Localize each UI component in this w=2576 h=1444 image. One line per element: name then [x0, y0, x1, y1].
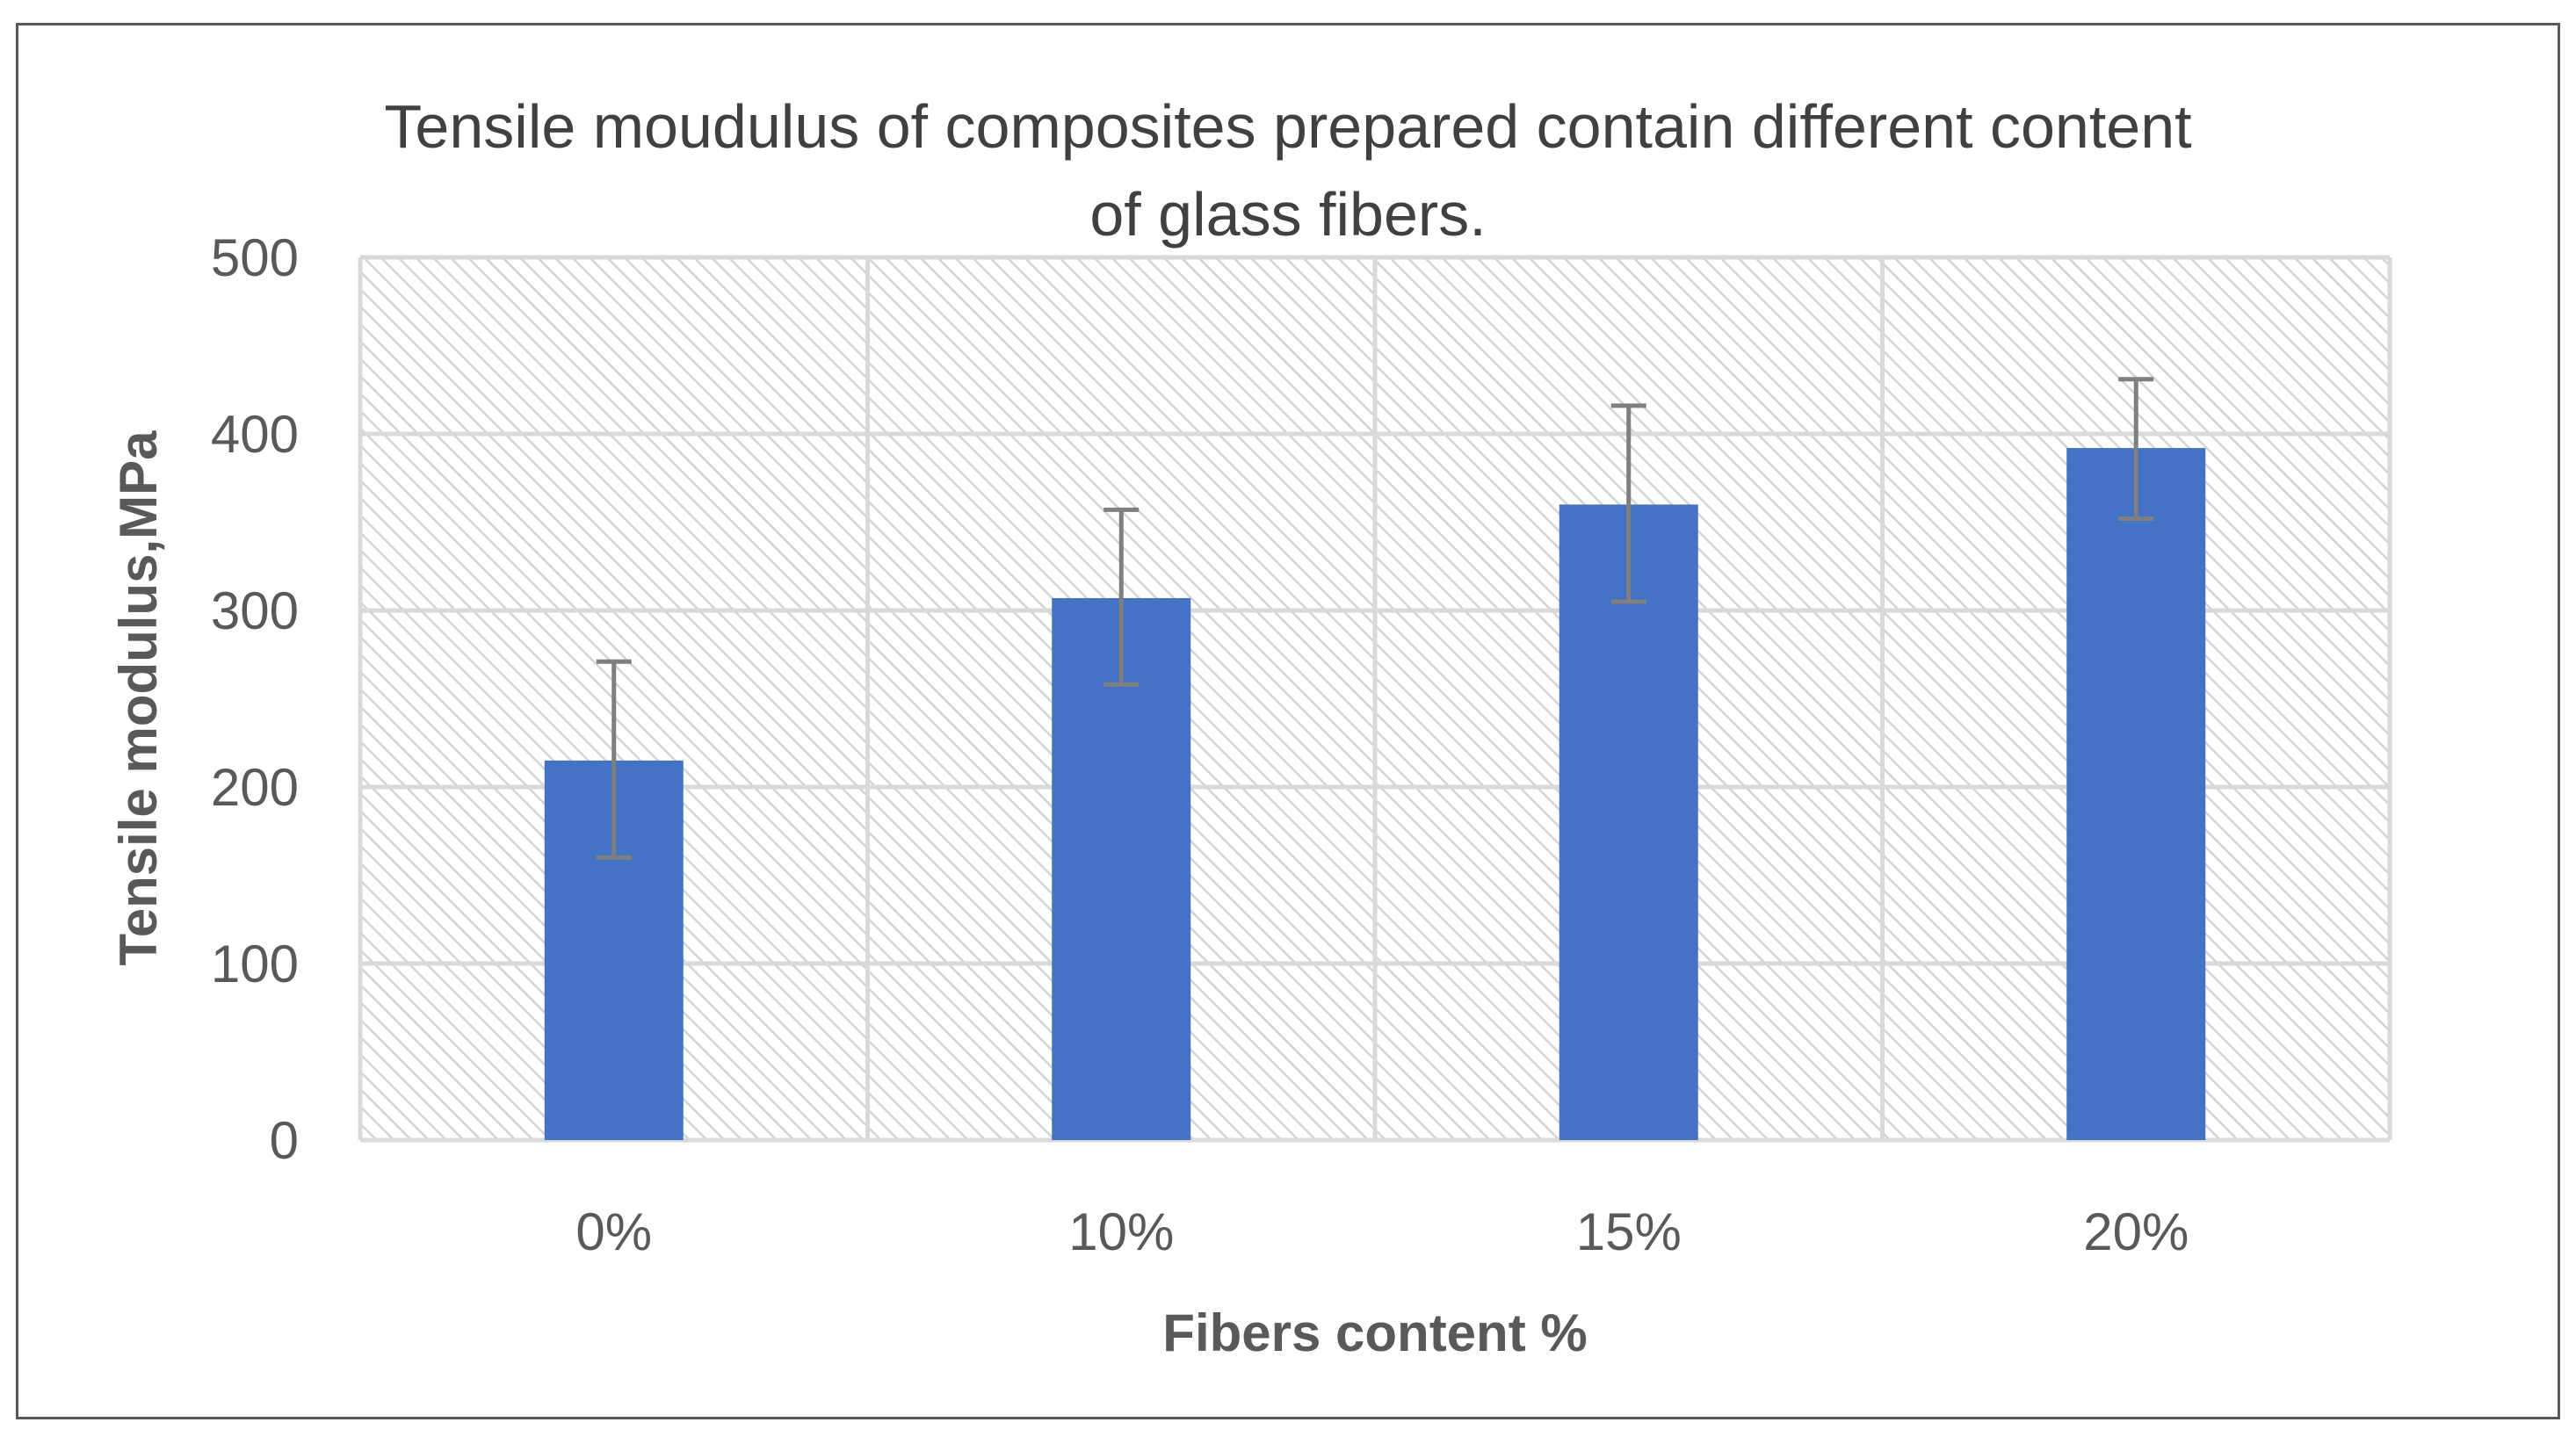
x-axis-ticks: 0% 10% 15% 20% — [575, 1202, 2189, 1261]
y-tick-label-1: 100 — [211, 935, 299, 993]
y-axis-ticks: 0 100 200 300 400 500 — [211, 228, 299, 1170]
y-tick-label-2: 200 — [211, 758, 299, 817]
chart-title-line-2: of glass fibers. — [1089, 180, 1486, 249]
y-tick-label-5: 500 — [211, 228, 299, 287]
bar-1 — [1052, 597, 1191, 1140]
grid-lines — [358, 255, 2392, 1143]
x-tick-label-1: 10% — [1068, 1202, 1174, 1261]
bar-2 — [1559, 504, 1698, 1140]
x-tick-label-0: 0% — [575, 1202, 652, 1261]
bars — [544, 448, 2206, 1141]
chart-title-line-1: Tensile moudulus of composites prepared … — [384, 92, 2191, 161]
error-bars — [596, 377, 2154, 860]
y-tick-label-4: 400 — [211, 405, 299, 464]
y-tick-label-3: 300 — [211, 581, 299, 640]
y-tick-label-0: 0 — [270, 1111, 299, 1170]
x-axis-title: Fibers content % — [1162, 1303, 1587, 1362]
y-axis-title: Tensile modulus,MPa — [109, 430, 168, 966]
x-tick-label-3: 20% — [2083, 1202, 2189, 1261]
x-tick-label-2: 15% — [1576, 1202, 1682, 1261]
bar-3 — [2066, 448, 2206, 1141]
